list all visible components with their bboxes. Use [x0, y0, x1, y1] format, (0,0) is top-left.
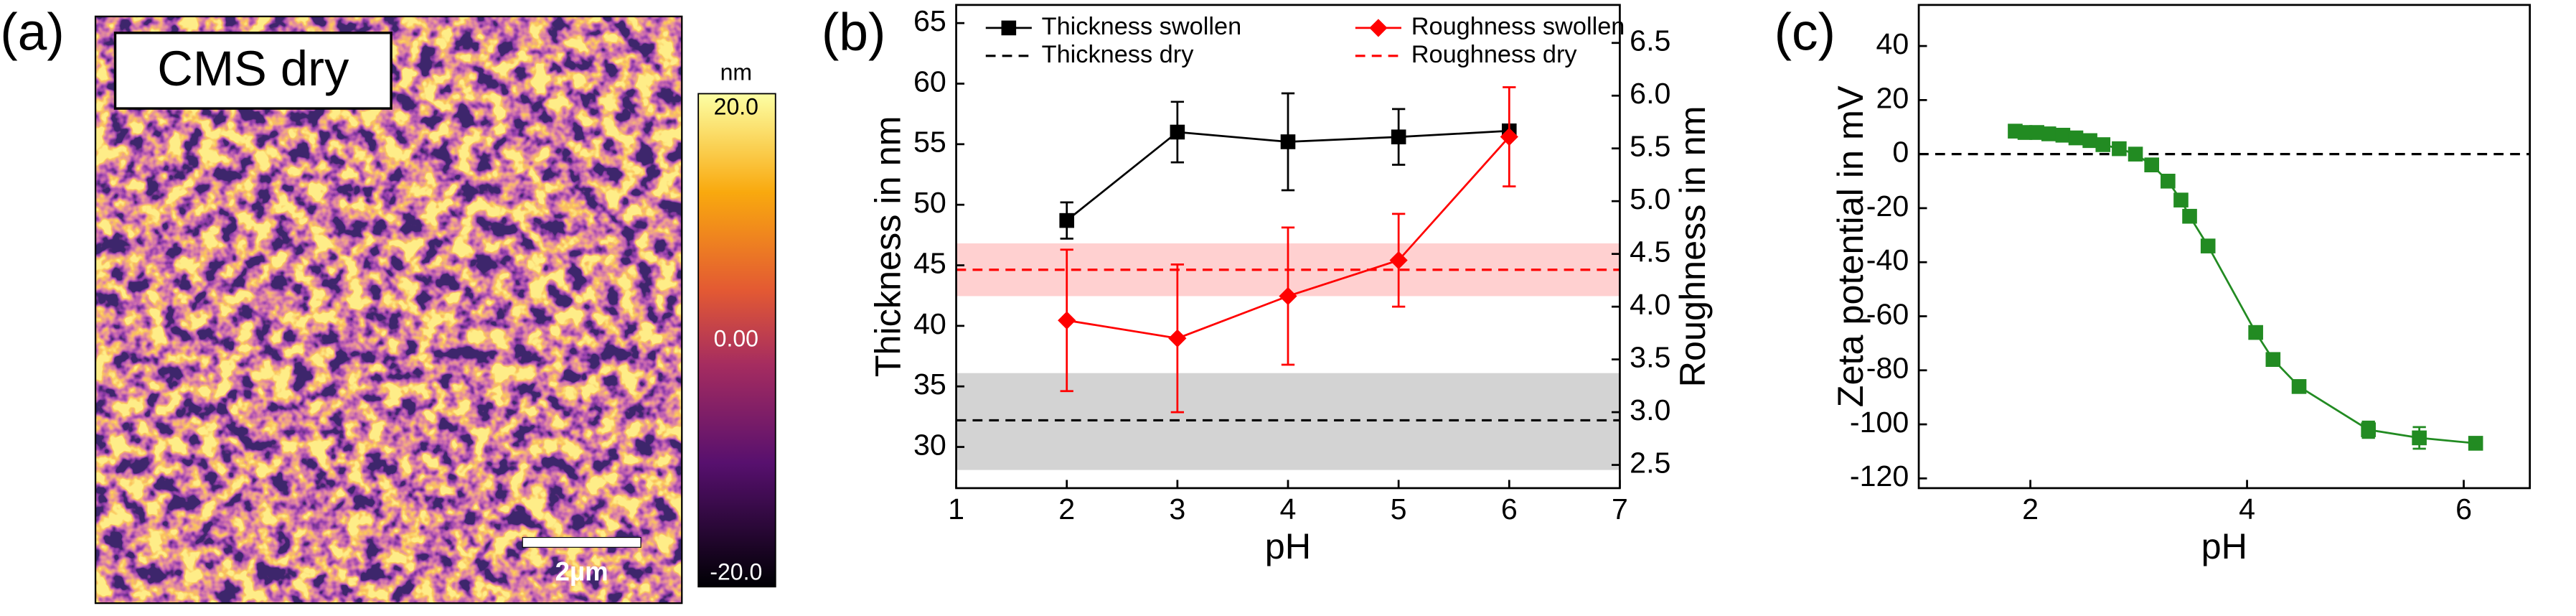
x-axis-label: pH [1265, 526, 1311, 566]
marker [2248, 325, 2263, 340]
y2-tick-label: 2.5 [1630, 446, 1670, 479]
y-tick-label: -120 [1850, 459, 1909, 493]
colorbar-label: 0.00 [714, 325, 758, 351]
marker [2361, 422, 2376, 437]
x-tick-label: 5 [1391, 493, 1407, 526]
y-tick-label: 65 [913, 4, 946, 37]
marker [2082, 133, 2097, 149]
y2-tick-label: 4.0 [1630, 288, 1670, 321]
legend-label: Roughness swollen [1411, 13, 1625, 40]
x-tick-label: 6 [2455, 493, 2472, 526]
colorbar [697, 93, 776, 588]
marker [2128, 146, 2143, 162]
y2-tick-label: 4.5 [1630, 235, 1670, 269]
y2-tick-label: 6.0 [1630, 77, 1670, 110]
marker [2029, 125, 2044, 140]
x-tick-label: 6 [1501, 493, 1518, 526]
panel-label: (b) [822, 3, 886, 62]
y2-tick-label: 6.5 [1630, 24, 1670, 57]
marker [2055, 127, 2071, 143]
y-tick-label: 20 [1876, 81, 1909, 114]
marker [2017, 125, 2033, 140]
marker [2412, 430, 2427, 446]
series-line [2015, 130, 2476, 444]
x-tick-label: 4 [1280, 493, 1297, 526]
y-tick-label: -100 [1850, 406, 1909, 439]
x-tick-label: 2 [2022, 493, 2039, 526]
marker [1280, 134, 1296, 149]
x-tick-label: 1 [948, 493, 964, 526]
marker [1058, 311, 1076, 330]
marker [2265, 352, 2281, 368]
marker [2468, 436, 2483, 451]
colorbar-unit: nm [720, 59, 753, 85]
y-tick-label: 40 [913, 307, 946, 340]
marker [2182, 208, 2197, 224]
reference-band [956, 373, 1620, 470]
y-tick-label: 50 [913, 186, 946, 219]
marker [2095, 137, 2111, 152]
marker [2144, 157, 2159, 173]
y-tick-label: -60 [1866, 297, 1909, 330]
y-tick-label: -20 [1866, 190, 1909, 223]
colorbar-label: 20.0 [714, 94, 758, 120]
y-tick-label: 40 [1876, 27, 1909, 60]
plot-frame [1917, 4, 2532, 490]
marker [1369, 19, 1388, 37]
afm-image [95, 16, 682, 604]
y-tick-label: 0 [1892, 136, 1909, 169]
marker [1279, 286, 1297, 306]
y2-tick-label: 5.0 [1630, 182, 1670, 215]
marker [1001, 20, 1017, 36]
scale-bar [522, 537, 641, 548]
marker [1391, 129, 1406, 145]
x-axis-label: pH [2201, 526, 2247, 566]
x-tick-label: 4 [2239, 493, 2255, 526]
afm-title: CMS dry [157, 41, 349, 96]
marker [1168, 329, 1187, 347]
y-tick-label: 45 [913, 246, 946, 279]
marker [2068, 130, 2084, 146]
legend-label: Roughness dry [1411, 41, 1578, 68]
panel-label: (a) [0, 3, 65, 62]
marker [2112, 141, 2127, 157]
marker [2200, 238, 2216, 253]
legend-label: Thickness swollen [1042, 13, 1242, 40]
y2-tick-label: 3.0 [1630, 393, 1670, 426]
y2-tick-label: 3.5 [1630, 341, 1670, 374]
y2-axis-label: Roughness in nm [1672, 106, 1713, 387]
marker [2173, 192, 2189, 207]
y-tick-label: 60 [913, 65, 946, 98]
x-tick-label: 2 [1058, 493, 1075, 526]
afm-frame [94, 15, 683, 605]
marker [2161, 173, 2176, 189]
legend-label: Thickness dry [1042, 41, 1195, 68]
y-tick-label: -80 [1866, 352, 1909, 385]
x-tick-label: 7 [1612, 493, 1628, 526]
marker [2291, 379, 2307, 394]
colorbar-label: -20.0 [710, 559, 762, 584]
y-axis-label: Zeta potential in mV [1830, 85, 1871, 407]
marker [2041, 126, 2056, 141]
marker [1170, 124, 1185, 140]
y-axis-label: Thickness in nm [867, 116, 908, 377]
y-tick-label: 55 [913, 126, 946, 159]
marker [1059, 213, 1075, 228]
y-tick-label: -40 [1866, 243, 1909, 276]
scale-bar-label: 2µm [555, 557, 608, 587]
afm-panel: (a) CMS dry 2µm nm 20.0 0.00 -20.0 [0, 3, 776, 605]
panel-label: (c) [1774, 3, 1835, 62]
y-tick-label: 35 [913, 368, 946, 401]
marker [1500, 127, 1518, 146]
title-box [113, 32, 392, 110]
y-tick-label: 30 [913, 428, 946, 461]
x-tick-label: 3 [1169, 493, 1185, 526]
y2-tick-label: 5.5 [1630, 130, 1670, 163]
